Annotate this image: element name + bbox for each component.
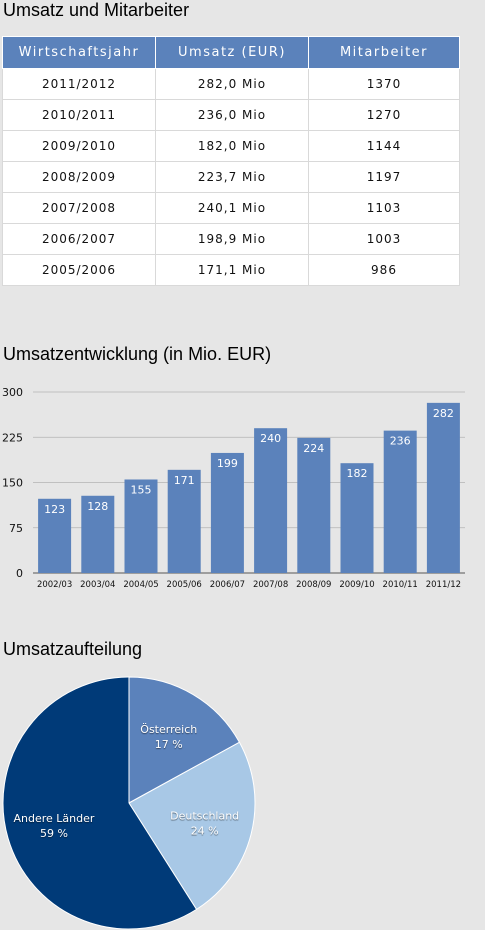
x-tick-label: 2003/04 — [80, 580, 115, 590]
bar — [124, 479, 158, 573]
x-tick-label: 2010/11 — [383, 580, 418, 590]
cell-revenue: 223,7 Mio — [155, 161, 309, 193]
bar — [383, 430, 417, 573]
revenue-table: Wirtschaftsjahr Umsatz (EUR) Mitarbeiter… — [2, 36, 460, 286]
x-tick-label: 2005/06 — [167, 580, 202, 590]
bar — [81, 495, 115, 573]
x-tick-label: 2007/08 — [253, 580, 288, 590]
bar-y-axis: 0 75 150 225 300 — [2, 386, 23, 580]
cell-revenue: 240,1 Mio — [155, 192, 309, 224]
bar — [167, 469, 201, 573]
cell-revenue: 236,0 Mio — [155, 99, 309, 131]
table-row: 2008/2009 223,7 Mio 1197 — [2, 161, 460, 193]
cell-employees: 1003 — [308, 223, 460, 255]
bar-value-label: 171 — [174, 474, 195, 487]
cell-year: 2008/2009 — [2, 161, 156, 193]
x-tick-label: 2008/09 — [296, 580, 331, 590]
pie-slice — [2, 676, 198, 930]
pie-slice-value: 24 % — [191, 824, 219, 837]
x-tick-label: 2004/05 — [123, 580, 158, 590]
pie-slice-value: 59 % — [40, 827, 68, 840]
pie-labels: Österreich 17 % Deutschland 24 % Andere Länd… — [14, 723, 240, 840]
y-tick-label: 0 — [16, 567, 23, 580]
bar-data-labels: 123 128 155 171 199 240 224 182 236 282 — [44, 407, 454, 516]
cell-employees: 1197 — [308, 161, 460, 193]
cell-year: 2010/2011 — [2, 99, 156, 131]
cell-employees: 1144 — [308, 130, 460, 162]
x-tick-label: 2006/07 — [210, 580, 245, 590]
table-row: 2011/2012 282,0 Mio 1370 — [2, 68, 460, 100]
table-row: 2006/2007 198,9 Mio 1003 — [2, 223, 460, 255]
pie-chart: Österreich 17 % Deutschland 24 % Andere Länd… — [2, 676, 256, 930]
bar — [210, 452, 244, 573]
table-row: 2005/2006 171,1 Mio 986 — [2, 254, 460, 286]
pie-slices — [2, 676, 256, 930]
cell-year: 2005/2006 — [2, 254, 156, 286]
pie-slice-label: Andere Länder — [14, 812, 95, 825]
cell-year: 2007/2008 — [2, 192, 156, 224]
table-title: Umsatz und Mitarbeiter — [3, 0, 190, 20]
bar-value-label: 155 — [131, 483, 152, 496]
y-tick-label: 150 — [2, 477, 23, 490]
header-umsatz: Umsatz (EUR) — [155, 36, 309, 69]
x-tick-label: 2011/12 — [426, 580, 461, 590]
y-tick-label: 300 — [2, 386, 23, 399]
bar-value-label: 123 — [44, 503, 65, 516]
table-header-row: Wirtschaftsjahr Umsatz (EUR) Mitarbeiter — [2, 36, 460, 69]
bar-value-label: 240 — [260, 432, 281, 445]
bar-value-label: 128 — [87, 500, 108, 513]
cell-revenue: 198,9 Mio — [155, 223, 309, 255]
y-tick-label: 75 — [9, 522, 23, 535]
pie-chart-title: Umsatzaufteilung — [3, 639, 143, 659]
table-row: 2007/2008 240,1 Mio 1103 — [2, 192, 460, 224]
cell-employees: 986 — [308, 254, 460, 286]
cell-employees: 1370 — [308, 68, 460, 100]
header-wirtschaftsjahr: Wirtschaftsjahr — [2, 36, 156, 69]
cell-year: 2011/2012 — [2, 68, 156, 100]
bar — [38, 498, 72, 573]
bar — [426, 402, 460, 573]
pie-slice — [128, 741, 256, 911]
table-row: 2009/2010 182,0 Mio 1144 — [2, 130, 460, 162]
bar-value-label: 224 — [303, 442, 324, 455]
bar-chart-title: Umsatzentwicklung (in Mio. EUR) — [3, 344, 272, 364]
bar — [297, 437, 331, 573]
bar-value-label: 236 — [390, 435, 411, 448]
bar-value-label: 282 — [433, 407, 454, 420]
x-tick-label: 2009/10 — [339, 580, 374, 590]
header-mitarbeiter: Mitarbeiter — [308, 36, 460, 69]
cell-year: 2006/2007 — [2, 223, 156, 255]
cell-employees: 1103 — [308, 192, 460, 224]
pie-slice-label: Österreich — [140, 723, 197, 736]
x-tick-label: 2002/03 — [37, 580, 72, 590]
bar-series — [38, 402, 460, 573]
bar-chart: 0 75 150 225 300 123 128 155 171 199 240 224 182 236… — [2, 386, 465, 590]
y-tick-label: 225 — [2, 431, 23, 444]
bar — [254, 428, 288, 573]
pie-slice — [128, 676, 241, 804]
cell-year: 2009/2010 — [2, 130, 156, 162]
cell-revenue: 171,1 Mio — [155, 254, 309, 286]
bar-value-label: 199 — [217, 457, 238, 470]
table-row: 2010/2011 236,0 Mio 1270 — [2, 99, 460, 131]
pie-slice-value: 17 % — [155, 738, 183, 751]
bar — [340, 463, 374, 573]
cell-revenue: 282,0 Mio — [155, 68, 309, 100]
pie-slice-label: Deutschland — [170, 809, 239, 822]
cell-employees: 1270 — [308, 99, 460, 131]
bar-value-label: 182 — [347, 467, 368, 480]
bar-x-axis: 2002/03 2003/04 2004/05 2005/06 2006/07 2007/… — [37, 580, 461, 590]
cell-revenue: 182,0 Mio — [155, 130, 309, 162]
